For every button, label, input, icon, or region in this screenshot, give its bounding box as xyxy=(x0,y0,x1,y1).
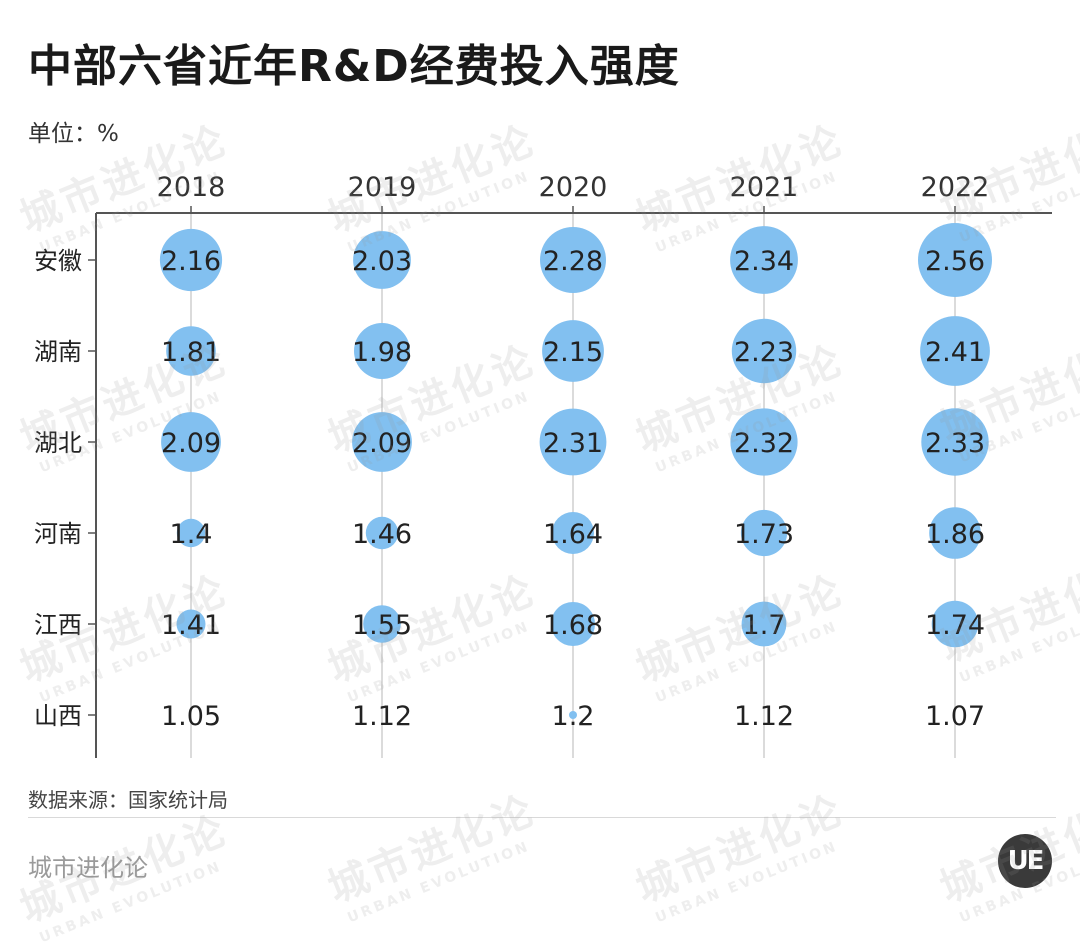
data-label: 2.15 xyxy=(543,337,603,368)
y-tick-label: 江西 xyxy=(34,611,82,639)
chart-title: 中部六省近年R&D经费投入强度 xyxy=(28,41,680,92)
data-label: 2.16 xyxy=(161,246,221,277)
bubble-河南-2020 xyxy=(552,512,594,554)
x-tick-label: 2019 xyxy=(348,172,417,203)
data-label: 1.86 xyxy=(925,519,985,550)
bubble-河南-2022 xyxy=(929,507,981,559)
bubble-江西-2021 xyxy=(741,601,787,647)
bubble-河南-2019 xyxy=(365,516,399,550)
bubble-安徽-2018 xyxy=(159,228,223,292)
data-label: 1.07 xyxy=(925,701,985,732)
data-label: 2.34 xyxy=(734,246,794,277)
data-label: 1.7 xyxy=(743,610,786,641)
bubble-安徽-2019 xyxy=(353,231,411,289)
data-label: 1.98 xyxy=(352,337,412,368)
data-label: 2.23 xyxy=(734,337,794,368)
bubble-湖南-2021 xyxy=(731,318,797,384)
bubble-安徽-2022 xyxy=(918,223,992,297)
bubble-湖北-2020 xyxy=(539,408,607,476)
data-label: 1.46 xyxy=(352,519,412,550)
brand-name: 城市进化论 xyxy=(28,854,148,882)
bubble-湖北-2022 xyxy=(921,408,989,476)
bubble-河南-2018 xyxy=(176,518,206,548)
data-label: 1.74 xyxy=(925,610,985,641)
bubble-湖北-2021 xyxy=(730,408,798,476)
bubble-河南-2021 xyxy=(740,509,788,557)
footer-divider xyxy=(28,817,1056,818)
bubble-江西-2018 xyxy=(176,609,206,639)
bubble-湖北-2019 xyxy=(352,412,412,472)
unit-label: 单位：% xyxy=(28,121,119,147)
bubble-江西-2019 xyxy=(363,605,401,643)
y-tick-label: 安徽 xyxy=(34,247,82,275)
data-label: 1.81 xyxy=(161,337,221,368)
x-tick-label: 2020 xyxy=(539,172,608,203)
bubble-安徽-2021 xyxy=(730,226,798,294)
data-label: 1.12 xyxy=(734,701,794,732)
bubble-山西-2020 xyxy=(569,711,577,719)
data-label: 2.09 xyxy=(161,428,221,459)
data-label: 1.05 xyxy=(161,701,221,732)
data-label: 2.09 xyxy=(352,428,412,459)
data-label: 2.56 xyxy=(925,246,985,277)
data-label: 1.64 xyxy=(543,519,603,550)
brand-logo-icon: UE xyxy=(998,834,1052,888)
data-label: 1.73 xyxy=(734,519,794,550)
data-label: 2.33 xyxy=(925,428,985,459)
data-label: 1.4 xyxy=(170,519,213,550)
data-label: 1.41 xyxy=(161,610,221,641)
x-tick-label: 2018 xyxy=(157,172,226,203)
data-label: 2.28 xyxy=(543,246,603,277)
data-label: 1.12 xyxy=(352,701,412,732)
source-label: 数据来源：国家统计局 xyxy=(28,788,228,812)
x-tick-label: 2021 xyxy=(730,172,799,203)
data-label: 2.41 xyxy=(925,337,985,368)
data-label: 1.55 xyxy=(352,610,412,641)
bubble-湖南-2020 xyxy=(542,320,604,382)
data-label: 1.2 xyxy=(552,701,595,732)
y-tick-label: 湖南 xyxy=(34,338,82,366)
bubble-湖南-2022 xyxy=(920,316,990,386)
bubble-湖北-2018 xyxy=(161,412,221,472)
x-tick-label: 2022 xyxy=(921,172,990,203)
data-label: 1.68 xyxy=(543,610,603,641)
bubble-江西-2022 xyxy=(931,600,979,648)
y-tick-label: 山西 xyxy=(34,702,82,730)
data-label: 2.03 xyxy=(352,246,412,277)
bubble-湖南-2018 xyxy=(166,326,216,376)
y-tick-label: 河南 xyxy=(34,520,82,548)
bubble-湖南-2019 xyxy=(354,323,410,379)
bubble-安徽-2020 xyxy=(540,227,606,293)
data-label: 2.31 xyxy=(543,428,603,459)
data-label: 2.32 xyxy=(734,428,794,459)
bubble-江西-2020 xyxy=(551,602,595,646)
y-tick-label: 湖北 xyxy=(34,429,82,457)
